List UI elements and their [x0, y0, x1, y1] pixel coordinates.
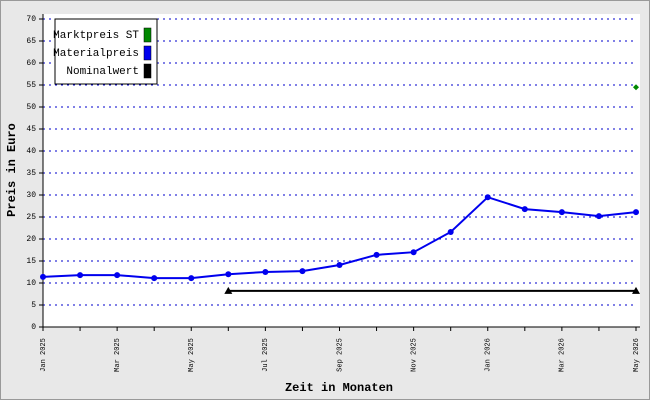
y-tick-label: 20 — [26, 235, 36, 244]
x-tick-label: Nov 2025 — [410, 338, 418, 372]
y-tick-label: 55 — [26, 81, 36, 90]
legend-swatch — [143, 63, 152, 79]
point — [114, 272, 121, 279]
point — [521, 206, 528, 213]
legend-swatch — [143, 45, 152, 61]
y-tick-label: 70 — [26, 15, 36, 24]
point — [188, 275, 195, 282]
point — [336, 261, 343, 268]
y-tick-label: 0 — [31, 323, 36, 332]
legend-swatch — [143, 27, 152, 43]
point — [484, 194, 491, 201]
point — [262, 269, 269, 275]
y-tick-label: 65 — [26, 37, 36, 46]
point — [410, 249, 417, 256]
y-tick-label: 50 — [26, 103, 36, 112]
point — [299, 268, 306, 275]
x-axis-label: Zeit in Monaten — [285, 381, 393, 395]
point — [632, 286, 640, 294]
y-tick-label: 25 — [26, 213, 36, 222]
legend-box — [54, 18, 158, 85]
y-tick-label: 60 — [26, 59, 36, 68]
legend-label: Nominalwert — [66, 66, 139, 78]
legend-label: Materialpreis — [53, 48, 139, 60]
point — [224, 286, 233, 294]
legend-label: Marktpreis ST — [53, 30, 139, 42]
point — [225, 271, 232, 278]
x-tick-label: Mar 2025 — [114, 338, 122, 372]
x-tick-label: May 2025 — [188, 338, 196, 372]
point — [558, 209, 565, 216]
point — [373, 251, 380, 258]
point — [633, 209, 639, 216]
point — [151, 275, 158, 282]
y-tick-label: 30 — [26, 191, 36, 200]
y-axis-label: Preis in Euro — [5, 123, 19, 217]
x-tick-label: Sep 2025 — [336, 338, 344, 372]
y-tick-label: 45 — [26, 125, 36, 134]
point — [447, 228, 454, 235]
x-tick-label: Jan 2025 — [40, 338, 48, 372]
y-tick-label: 40 — [26, 147, 36, 156]
point — [77, 272, 84, 279]
point — [595, 213, 602, 220]
y-tick-label: 10 — [26, 279, 36, 288]
y-tick-label: 15 — [26, 257, 36, 266]
y-tick-label: 5 — [31, 301, 36, 310]
point — [633, 84, 639, 91]
point — [40, 273, 46, 280]
x-tick-label: May 2026 — [633, 338, 641, 372]
x-tick-label: Mar 2026 — [559, 338, 567, 372]
x-tick-label: Jan 2026 — [485, 338, 493, 372]
x-tick-label: Jul 2025 — [262, 338, 270, 372]
y-tick-label: 35 — [26, 169, 36, 178]
